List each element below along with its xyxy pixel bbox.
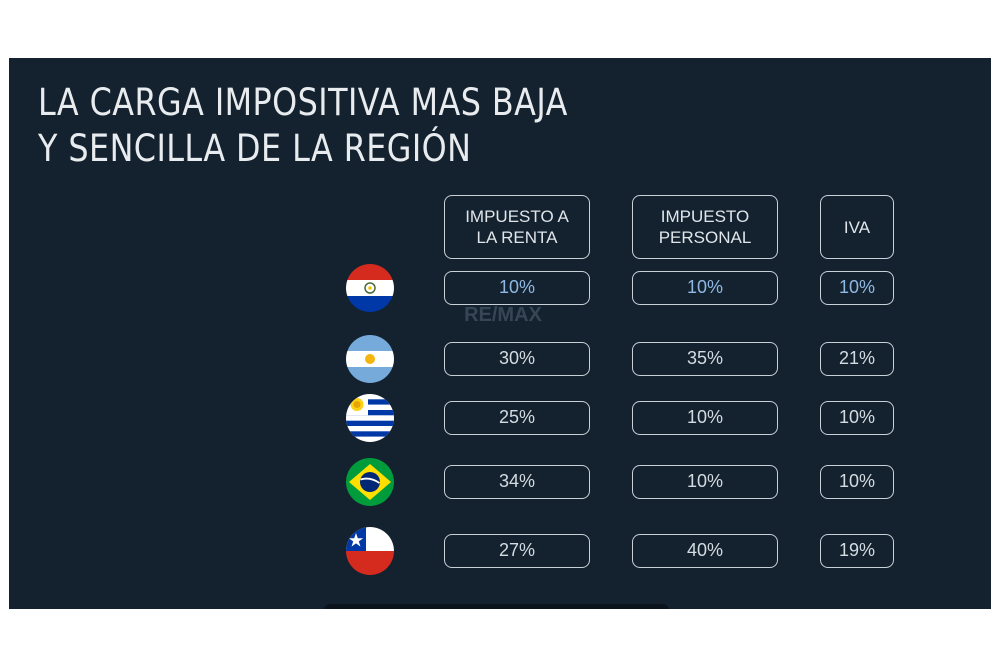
cell-uruguay-renta: 25% bbox=[444, 401, 590, 435]
cell-argentina-personal: 35% bbox=[632, 342, 778, 376]
header-impuesto-personal-line2: PERSONAL bbox=[658, 228, 752, 247]
paraguay-flag-icon bbox=[346, 264, 394, 312]
slide: LA CARGA IMPOSITIVA MAS BAJA Y SENCILLA … bbox=[9, 58, 991, 609]
cell-uruguay-personal: 10% bbox=[632, 401, 778, 435]
page-title: LA CARGA IMPOSITIVA MAS BAJA Y SENCILLA … bbox=[38, 80, 568, 172]
header-impuesto-renta: IMPUESTO A LA RENTA bbox=[444, 195, 590, 259]
cell-brazil-iva: 10% bbox=[820, 465, 894, 499]
cell-argentina-renta: 30% bbox=[444, 342, 590, 376]
cell-uruguay-iva: 10% bbox=[820, 401, 894, 435]
player-control-bar bbox=[324, 604, 669, 609]
title-line-1: LA CARGA IMPOSITIVA MAS BAJA bbox=[38, 81, 568, 124]
cell-chile-iva: 19% bbox=[820, 534, 894, 568]
header-impuesto-personal-line1: IMPUESTO bbox=[660, 207, 750, 226]
brazil-flag-icon bbox=[346, 458, 394, 506]
header-impuesto-renta-line2: LA RENTA bbox=[476, 228, 558, 247]
cell-argentina-iva: 21% bbox=[820, 342, 894, 376]
cell-chile-personal: 40% bbox=[632, 534, 778, 568]
title-line-2: Y SENCILLA DE LA REGIÓN bbox=[38, 127, 472, 170]
cell-paraguay-personal: 10% bbox=[632, 271, 778, 305]
remax-watermark: RE/MAX bbox=[464, 304, 542, 326]
chile-flag-icon bbox=[346, 527, 394, 575]
cell-brazil-renta: 34% bbox=[444, 465, 590, 499]
cell-paraguay-iva: 10% bbox=[820, 271, 894, 305]
cell-chile-renta: 27% bbox=[444, 534, 590, 568]
cell-brazil-personal: 10% bbox=[632, 465, 778, 499]
header-impuesto-personal: IMPUESTO PERSONAL bbox=[632, 195, 778, 259]
argentina-flag-icon bbox=[346, 335, 394, 383]
header-impuesto-renta-line1: IMPUESTO A bbox=[465, 207, 569, 226]
cell-paraguay-renta: 10% bbox=[444, 271, 590, 305]
header-iva-line1: IVA bbox=[843, 217, 871, 237]
header-iva: IVA bbox=[820, 195, 894, 259]
uruguay-flag-icon bbox=[346, 394, 394, 442]
